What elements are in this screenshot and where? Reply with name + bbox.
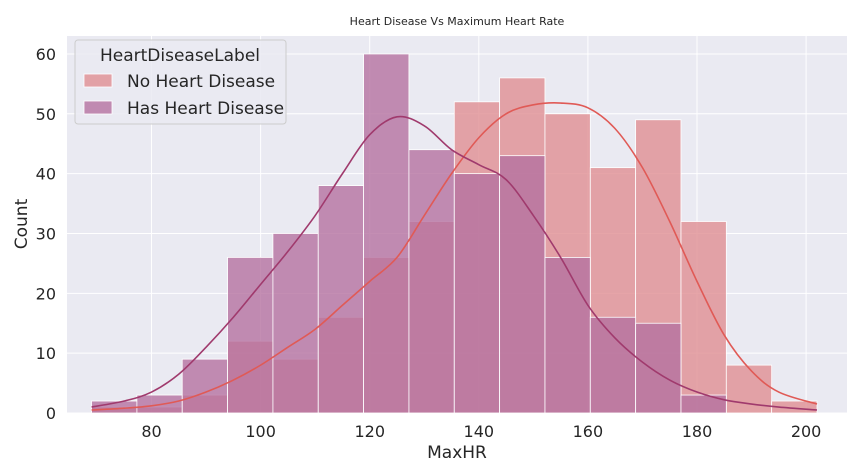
bar-has-heart-disease bbox=[363, 53, 410, 414]
legend: HeartDiseaseLabel No Heart Disease Has H… bbox=[74, 39, 287, 125]
bar-has-heart-disease bbox=[499, 155, 546, 414]
y-tick-label: 10 bbox=[36, 344, 56, 363]
bar-has-heart-disease bbox=[589, 316, 637, 414]
x-tick-label: 100 bbox=[245, 422, 276, 441]
x-tick-label: 140 bbox=[464, 422, 495, 441]
legend-swatch-has-heart-disease bbox=[83, 100, 113, 115]
bar-has-heart-disease bbox=[408, 149, 455, 414]
x-tick-label: 80 bbox=[141, 422, 161, 441]
x-tick-label: 120 bbox=[354, 422, 385, 441]
y-tick-label: 40 bbox=[36, 165, 56, 184]
y-axis-label: Count bbox=[12, 198, 32, 249]
y-tick-label: 0 bbox=[46, 404, 56, 423]
x-tick-label: 180 bbox=[682, 422, 713, 441]
bar-has-heart-disease bbox=[317, 185, 364, 414]
bar-has-heart-disease bbox=[272, 233, 319, 414]
y-axis-ticks: 0 10 20 30 40 50 60 bbox=[36, 45, 56, 423]
histogram-bars bbox=[91, 53, 818, 414]
chart-title: Heart Disease Vs Maximum Heart Rate bbox=[350, 15, 565, 28]
bar-has-heart-disease bbox=[635, 322, 682, 414]
y-tick-label: 30 bbox=[36, 224, 56, 243]
legend-box bbox=[74, 39, 287, 125]
bar-has-heart-disease bbox=[453, 173, 501, 414]
legend-label-no-heart-disease: No Heart Disease bbox=[127, 72, 275, 92]
kde-curves bbox=[91, 102, 818, 411]
y-tick-label: 20 bbox=[36, 284, 56, 303]
legend-label-has-heart-disease: Has Heart Disease bbox=[127, 99, 284, 119]
x-tick-label: 160 bbox=[573, 422, 604, 441]
kde-line-has-heart-disease bbox=[91, 115, 818, 411]
bar-no-heart-disease bbox=[680, 221, 727, 414]
bar-has-heart-disease bbox=[680, 394, 727, 414]
bar-has-heart-disease bbox=[544, 257, 591, 414]
y-tick-label: 60 bbox=[36, 45, 56, 64]
kde-line-no-heart-disease bbox=[91, 102, 818, 411]
bar-has-heart-disease bbox=[227, 257, 274, 414]
y-tick-label: 50 bbox=[36, 105, 56, 124]
x-tick-label: 200 bbox=[791, 422, 822, 441]
legend-title: HeartDiseaseLabel bbox=[100, 46, 260, 66]
x-axis-label: MaxHR bbox=[427, 443, 487, 463]
x-axis-ticks: 80 100 120 140 160 180 200 bbox=[141, 422, 821, 441]
legend-swatch-no-heart-disease bbox=[83, 73, 113, 88]
